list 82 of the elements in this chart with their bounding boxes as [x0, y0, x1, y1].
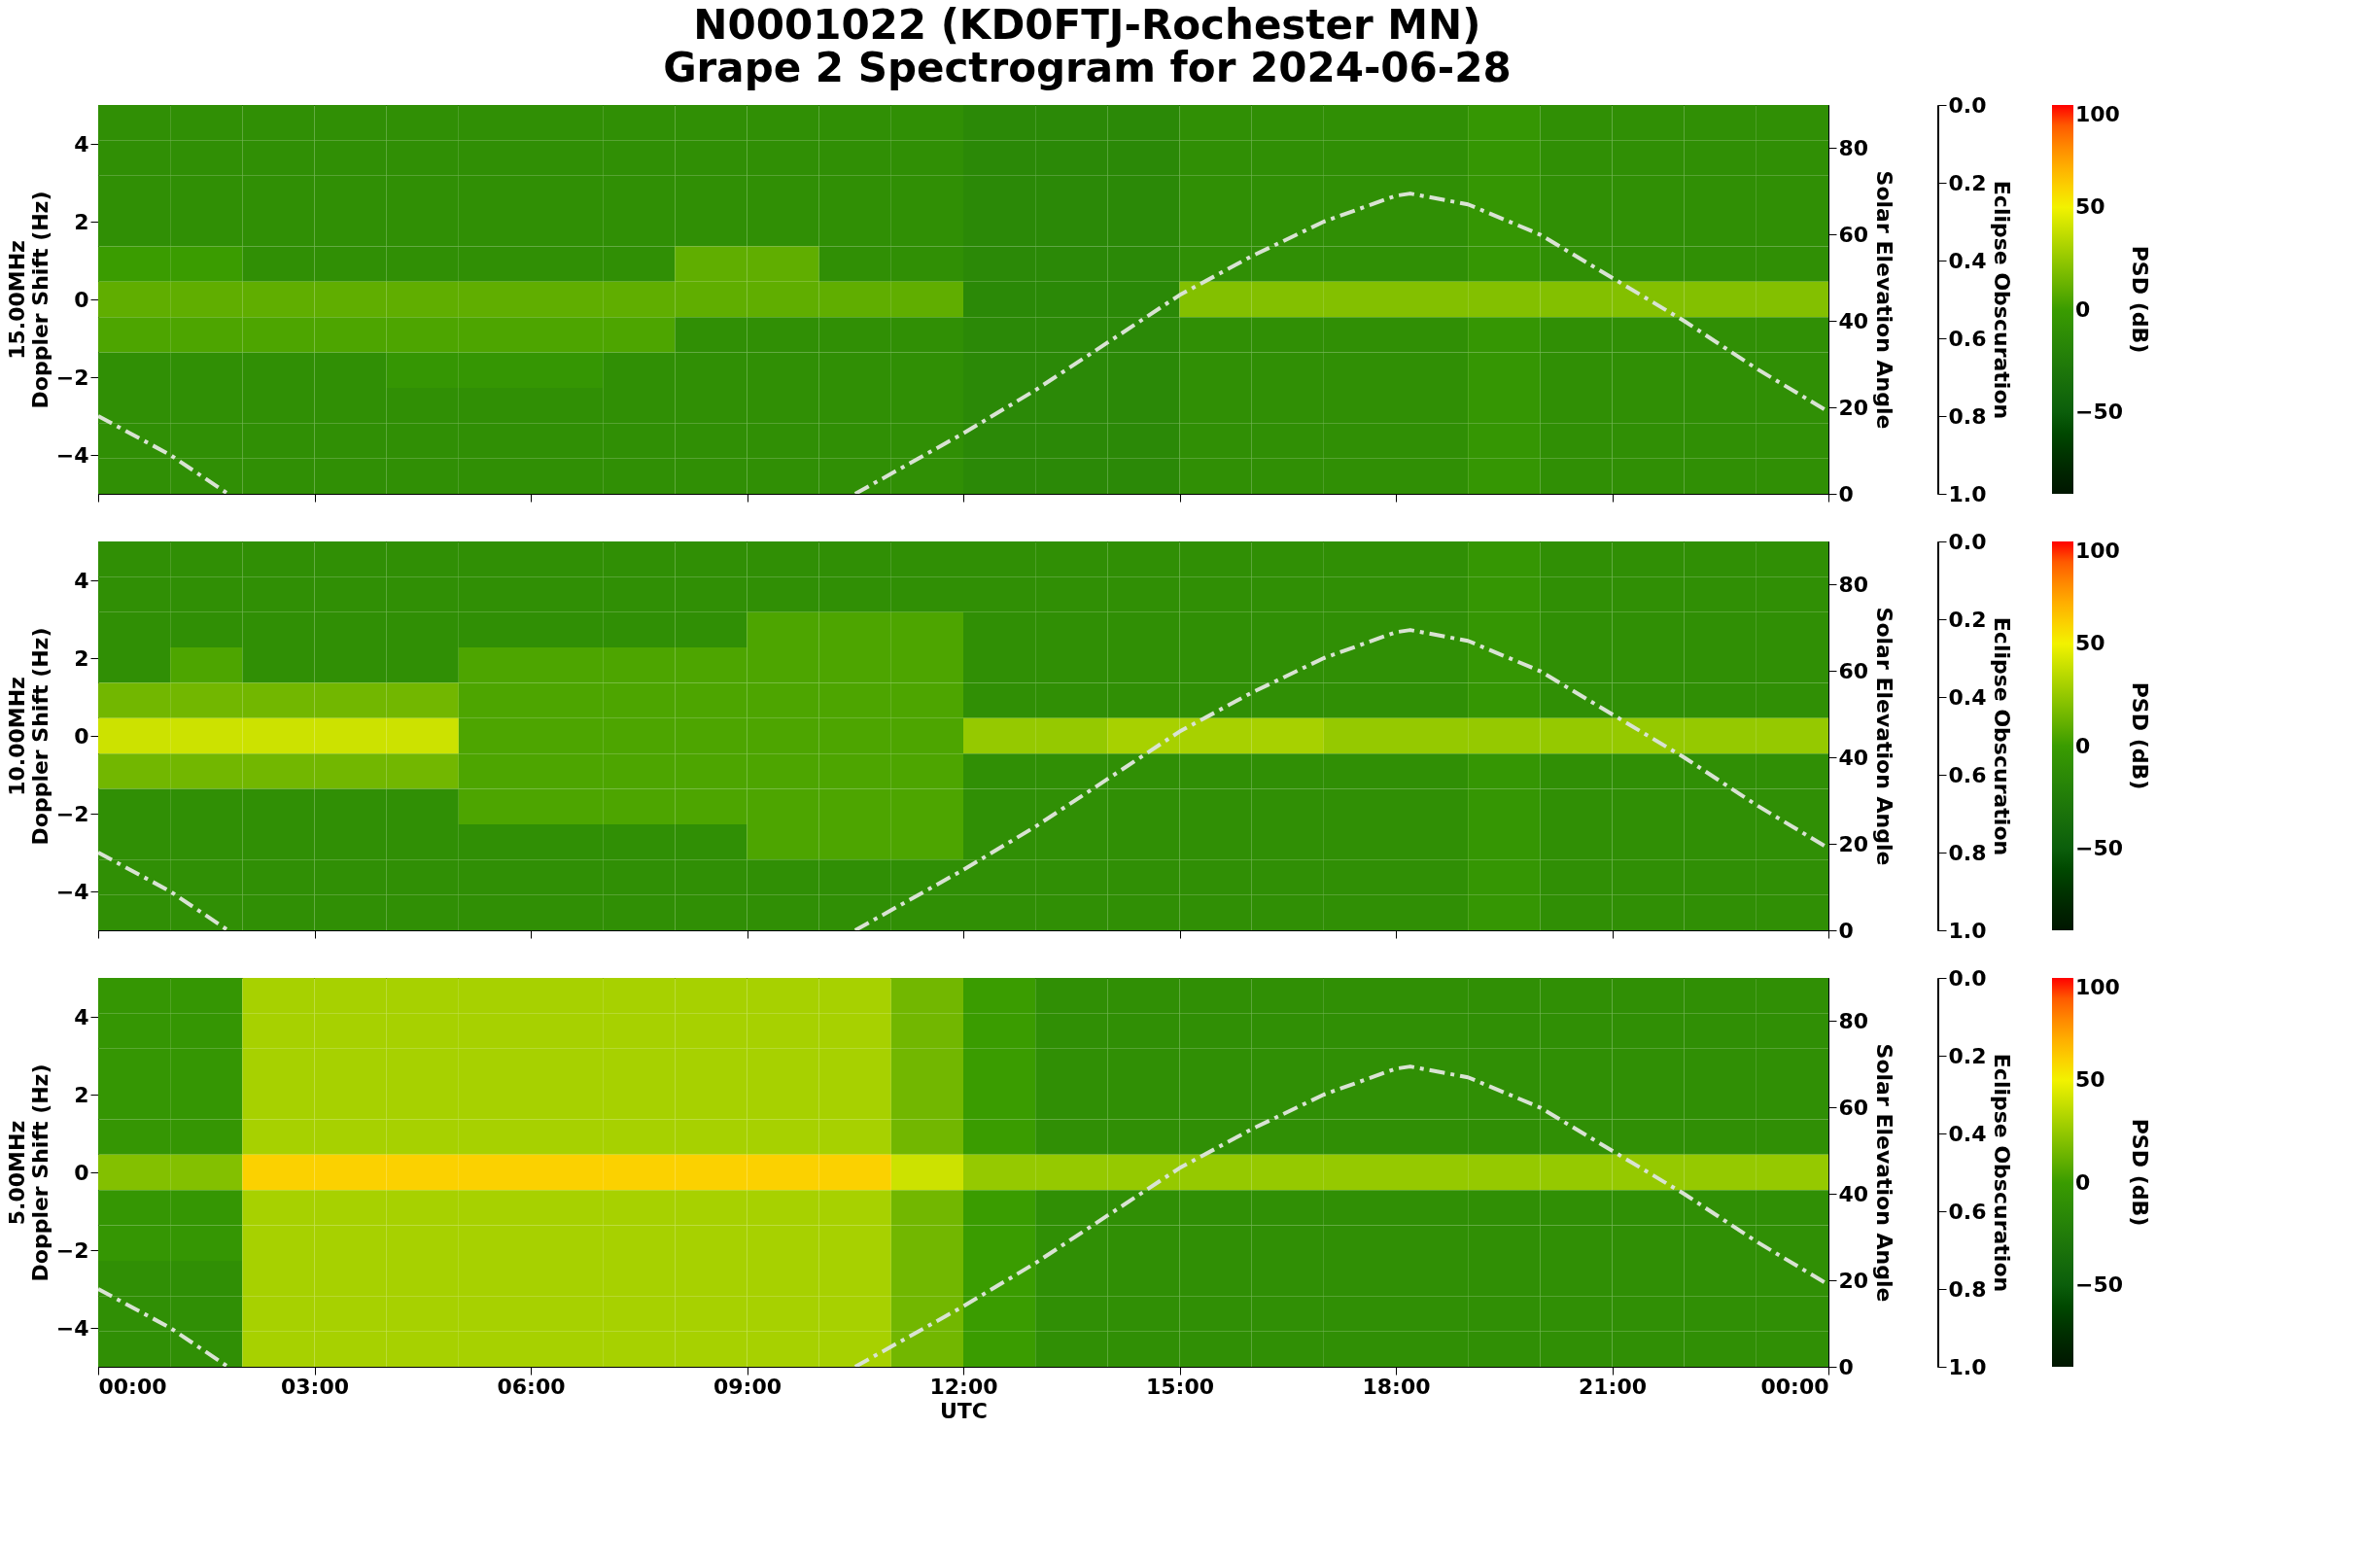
- y2-axis-title: Solar Elevation Angle: [1872, 607, 1897, 866]
- y2-tick-label: 40: [1838, 1181, 1869, 1206]
- legend-title: PSD (dB): [2128, 681, 2152, 790]
- y3-tick-label: 0.0: [1948, 92, 1987, 118]
- y-tick-label: −4: [55, 879, 89, 904]
- y3-tick-label: 1.0: [1948, 918, 1987, 943]
- y2-tick-label: 60: [1838, 222, 1869, 247]
- y-tick-label: 0: [74, 723, 89, 749]
- y3-tick-label: 1.0: [1948, 1354, 1987, 1379]
- y-tick-label: 0: [74, 1160, 89, 1185]
- y2-tick-label: 60: [1838, 1095, 1869, 1120]
- color-bar-label: 100: [2075, 975, 2120, 999]
- y-tick-label: 2: [74, 209, 89, 234]
- y-tick-label: 0: [74, 287, 89, 312]
- y3-tick-label: 0.6: [1948, 762, 1987, 787]
- x-tick-label: 09:00: [713, 1374, 783, 1399]
- x-tick-label: 15:00: [1145, 1374, 1215, 1399]
- y3-tick-label: 0.2: [1948, 607, 1987, 632]
- y3-tick-label: 0.4: [1948, 1121, 1987, 1146]
- y3-tick-label: 0.2: [1948, 1043, 1987, 1068]
- color-bar-label: −50: [2075, 1272, 2124, 1297]
- y2-tick-label: 80: [1838, 572, 1869, 597]
- color-bar-label: 0: [2075, 296, 2091, 322]
- y-tick-label: −4: [55, 1315, 89, 1341]
- y3-axis-title: Eclipse Obscuration: [1990, 1053, 2015, 1293]
- x-tick-label: 03:00: [280, 1374, 350, 1399]
- y3-tick-label: 0.2: [1948, 170, 1987, 195]
- y3-tick-label: 0.4: [1948, 248, 1987, 273]
- color-bar-label: −50: [2075, 399, 2124, 424]
- y3-tick-label: 0.6: [1948, 326, 1987, 351]
- y-tick-label: 4: [74, 1004, 89, 1029]
- y2-tick-label: 60: [1838, 658, 1869, 683]
- x-axis-title: UTC: [939, 1398, 989, 1423]
- y2-tick-label: 40: [1838, 745, 1869, 770]
- legend-title: PSD (dB): [2128, 1118, 2152, 1227]
- y3-axis-title: Eclipse Obscuration: [1990, 180, 2015, 420]
- y2-tick-label: 0: [1838, 918, 1854, 943]
- y2-tick-label: 80: [1838, 1008, 1869, 1033]
- y-tick-label: −4: [55, 442, 89, 468]
- y-tick-label: 4: [74, 131, 89, 157]
- y2-tick-label: 20: [1838, 831, 1869, 856]
- x-tick-label: 00:00: [98, 1374, 167, 1399]
- x-tick-label: 06:00: [497, 1374, 566, 1399]
- color-bar-label: 50: [2075, 1067, 2105, 1093]
- color-bar-label: −50: [2075, 835, 2124, 860]
- y-tick-label: −2: [55, 801, 89, 826]
- y-axis-title: 10.00MHz Doppler Shift (Hz): [4, 627, 52, 846]
- x-tick-label: 18:00: [1362, 1374, 1431, 1399]
- y3-tick-label: 0.4: [1948, 684, 1987, 710]
- legend-title: PSD (dB): [2128, 245, 2152, 354]
- color-bar-label: 100: [2075, 539, 2120, 563]
- y3-tick-label: 0.0: [1948, 529, 1987, 554]
- y-axis-title: 5.00MHz Doppler Shift (Hz): [4, 1063, 52, 1282]
- color-bar-label: 50: [2075, 631, 2105, 656]
- color-bar-label: 0: [2075, 1169, 2091, 1195]
- y-tick-label: −2: [55, 1237, 89, 1263]
- y3-tick-label: 1.0: [1948, 481, 1987, 506]
- y-tick-label: 2: [74, 1082, 89, 1107]
- x-tick-label: 12:00: [929, 1374, 998, 1399]
- y3-tick-label: 0.8: [1948, 1276, 1987, 1302]
- y3-axis-title: Eclipse Obscuration: [1990, 616, 2015, 856]
- y2-axis-title: Solar Elevation Angle: [1872, 1043, 1897, 1303]
- x-tick-label: 00:00: [1760, 1374, 1829, 1399]
- y3-tick-label: 0.8: [1948, 840, 1987, 865]
- y-axis-title: 15.00MHz Doppler Shift (Hz): [4, 191, 52, 409]
- y3-tick-label: 0.6: [1948, 1199, 1987, 1224]
- y2-tick-label: 40: [1838, 308, 1869, 333]
- y2-tick-label: 0: [1838, 481, 1854, 506]
- y-tick-label: 2: [74, 645, 89, 671]
- y2-tick-label: 20: [1838, 1268, 1869, 1293]
- color-bar-label: 100: [2075, 102, 2120, 126]
- color-bar-label: 50: [2075, 194, 2105, 220]
- x-tick-label: 21:00: [1578, 1374, 1648, 1399]
- y2-tick-label: 80: [1838, 135, 1869, 160]
- y-tick-label: −2: [55, 365, 89, 390]
- y2-tick-label: 0: [1838, 1354, 1854, 1379]
- y-tick-label: 4: [74, 568, 89, 593]
- y2-axis-title: Solar Elevation Angle: [1872, 170, 1897, 430]
- y3-tick-label: 0.0: [1948, 965, 1987, 991]
- y2-tick-label: 20: [1838, 395, 1869, 420]
- color-bar-label: 0: [2075, 733, 2091, 758]
- y3-tick-label: 0.8: [1948, 403, 1987, 429]
